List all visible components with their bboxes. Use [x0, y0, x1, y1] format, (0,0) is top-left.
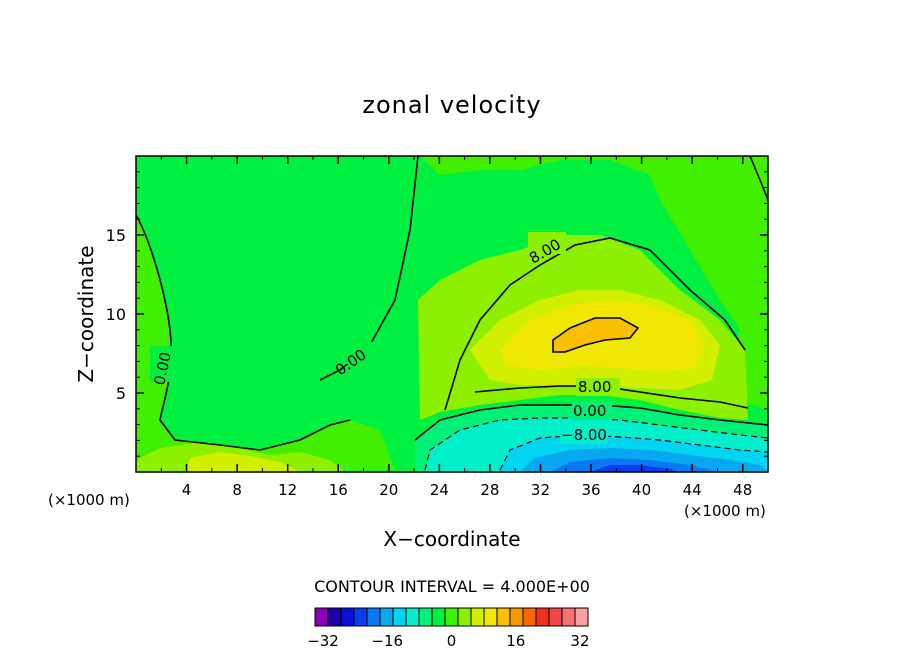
x-tick-label: 44: [683, 481, 702, 499]
contour-minus8: [424, 417, 768, 471]
x-unit-left: (×1000 m): [48, 491, 130, 509]
x-unit-right: (×1000 m): [684, 502, 766, 520]
chart-title: zonal velocity: [362, 91, 541, 119]
contour-zero-middle: [319, 156, 419, 381]
contour-label-minus8: −8.00: [561, 426, 607, 444]
label-bg-3: [528, 232, 566, 254]
x-tick-label: 16: [329, 481, 348, 499]
x-tick-label: 40: [632, 481, 651, 499]
y-tick-label: 5: [116, 384, 126, 403]
colorbar-swatch: [483, 607, 498, 627]
colorbar: −32 −16 0 16 32: [307, 607, 590, 650]
fill-right-weak-positive: [420, 156, 768, 410]
colorbar-swatch: [353, 607, 368, 627]
y-axis-label: Z−coordinate: [74, 245, 98, 382]
colorbar-tick-label: −32: [307, 632, 339, 650]
x-tick-label: 12: [278, 481, 297, 499]
contour-label-plus8-lower: 8.00: [578, 378, 611, 396]
x-tick-label: 24: [430, 481, 449, 499]
x-tick-label: 36: [581, 481, 600, 499]
colorbar-swatch: [535, 607, 550, 627]
colorbar-swatch: [574, 607, 589, 627]
contour-plus20: [552, 317, 640, 353]
contour-interval-label: CONTOUR INTERVAL = 4.000E+00: [314, 577, 590, 596]
colorbar-swatch: [431, 607, 446, 627]
contour-zero-left: [136, 214, 351, 451]
colorbar-tick-label: −16: [371, 632, 403, 650]
fill-negative-28: [590, 465, 680, 472]
x-tick-label: 28: [480, 481, 499, 499]
colorbar-swatch: [314, 607, 329, 627]
label-bg-4: [576, 378, 620, 396]
x-axis-label: X−coordinate: [383, 527, 520, 551]
fill-bottom-left-positive-2: [185, 452, 300, 472]
colorbar-tick-label: 32: [570, 632, 589, 650]
colorbar-swatch: [496, 607, 511, 627]
fill-left-weak-positive: [136, 156, 395, 472]
contour-label-zero-lower: 0.00: [573, 402, 606, 420]
colorbar-swatch: [561, 607, 576, 627]
colorbar-swatch: [522, 607, 537, 627]
colorbar-tick-label: 0: [447, 632, 457, 650]
x-tick-label: 4: [182, 481, 192, 499]
contour-lines: [136, 156, 768, 471]
label-bg-5: [572, 402, 612, 420]
label-bg-2: [336, 342, 374, 364]
colorbar-swatch: [366, 607, 381, 627]
x-tick-label: 32: [531, 481, 550, 499]
colorbar-swatch: [509, 607, 524, 627]
x-tick-label: 20: [379, 481, 398, 499]
colorbar-swatch: [548, 607, 563, 627]
colorbar-tick-label: 16: [506, 632, 525, 650]
contour-minus16: [499, 434, 768, 471]
x-tick-label: 48: [733, 481, 752, 499]
label-bg-6: [560, 426, 608, 444]
colorbar-swatch: [444, 607, 459, 627]
colorbar-swatch: [392, 607, 407, 627]
contour-plus8: [444, 237, 746, 411]
colorbar-swatch: [418, 607, 433, 627]
contour-right-edge: [749, 156, 768, 201]
y-tick-label: 15: [106, 226, 126, 245]
colorbar-swatch: [470, 607, 485, 627]
colorbar-swatch: [379, 607, 394, 627]
y-tick-label: 10: [106, 305, 126, 324]
x-tick-label: 8: [232, 481, 242, 499]
label-bg-1: [150, 346, 172, 382]
colorbar-swatch: [457, 607, 472, 627]
plot-area: 0.00 0.00 8.00 8.00 0.00 −8.00: [135, 155, 769, 473]
contour-fills: 0.00 0.00 8.00 8.00 0.00 −8.00: [136, 156, 768, 472]
colorbar-swatch: [340, 607, 355, 627]
colorbar-swatch: [327, 607, 342, 627]
colorbar-swatch: [405, 607, 420, 627]
